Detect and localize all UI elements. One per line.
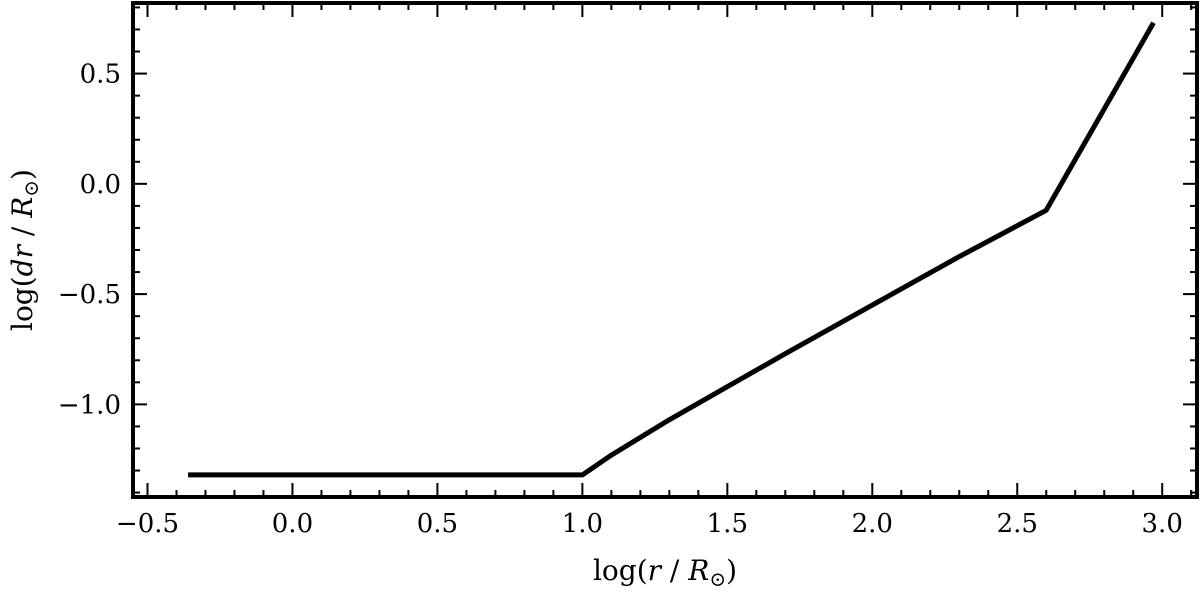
x-tick-label: 3.0: [1142, 509, 1183, 539]
x-axis-label-post: ): [726, 554, 737, 587]
y-tick-label: −0.5: [58, 280, 121, 310]
y-axis-label-pre: log(: [6, 276, 39, 331]
x-axis-label: log(r / R⊙): [593, 554, 737, 591]
x-tick-label: 2.0: [852, 509, 893, 539]
major-ticks: [133, 3, 1197, 497]
x-tick-label: 1.0: [562, 509, 603, 539]
y-axis-label-mid: /: [6, 218, 39, 245]
y-axis-label: log(dr / R⊙): [6, 169, 43, 331]
y-axis-label-var: dr: [6, 243, 39, 276]
plot-frame: [131, 1, 1199, 499]
y-tick-labels: −1.0 −0.5 0.0 0.5: [58, 60, 121, 421]
x-axis-label-var: r: [648, 554, 663, 587]
series-line: [188, 21, 1156, 478]
y-tick-label: 0.0: [80, 170, 121, 200]
series-layer: [188, 21, 1156, 478]
x-tick-label: 0.5: [417, 509, 458, 539]
y-axis-label-post: ): [6, 169, 39, 180]
y-axis-label-unit: R: [6, 197, 39, 219]
y-tick-label: 0.5: [80, 60, 121, 90]
x-tick-label: −0.5: [116, 509, 179, 539]
x-tick-labels: −0.5 0.0 0.5 1.0 1.5 2.0 2.5 3.0: [116, 509, 1183, 539]
x-axis-label-pre: log(: [593, 554, 648, 587]
x-tick-label: 2.5: [997, 509, 1038, 539]
y-axis-label-sub: ⊙: [19, 180, 43, 197]
x-tick-label: 0.0: [272, 509, 313, 539]
x-axis-label-sub: ⊙: [709, 567, 726, 591]
x-axis-label-mid: /: [661, 554, 688, 587]
x-tick-label: 1.5: [707, 509, 748, 539]
y-tick-label: −1.0: [58, 390, 121, 420]
x-axis-label-unit: R: [687, 554, 709, 587]
